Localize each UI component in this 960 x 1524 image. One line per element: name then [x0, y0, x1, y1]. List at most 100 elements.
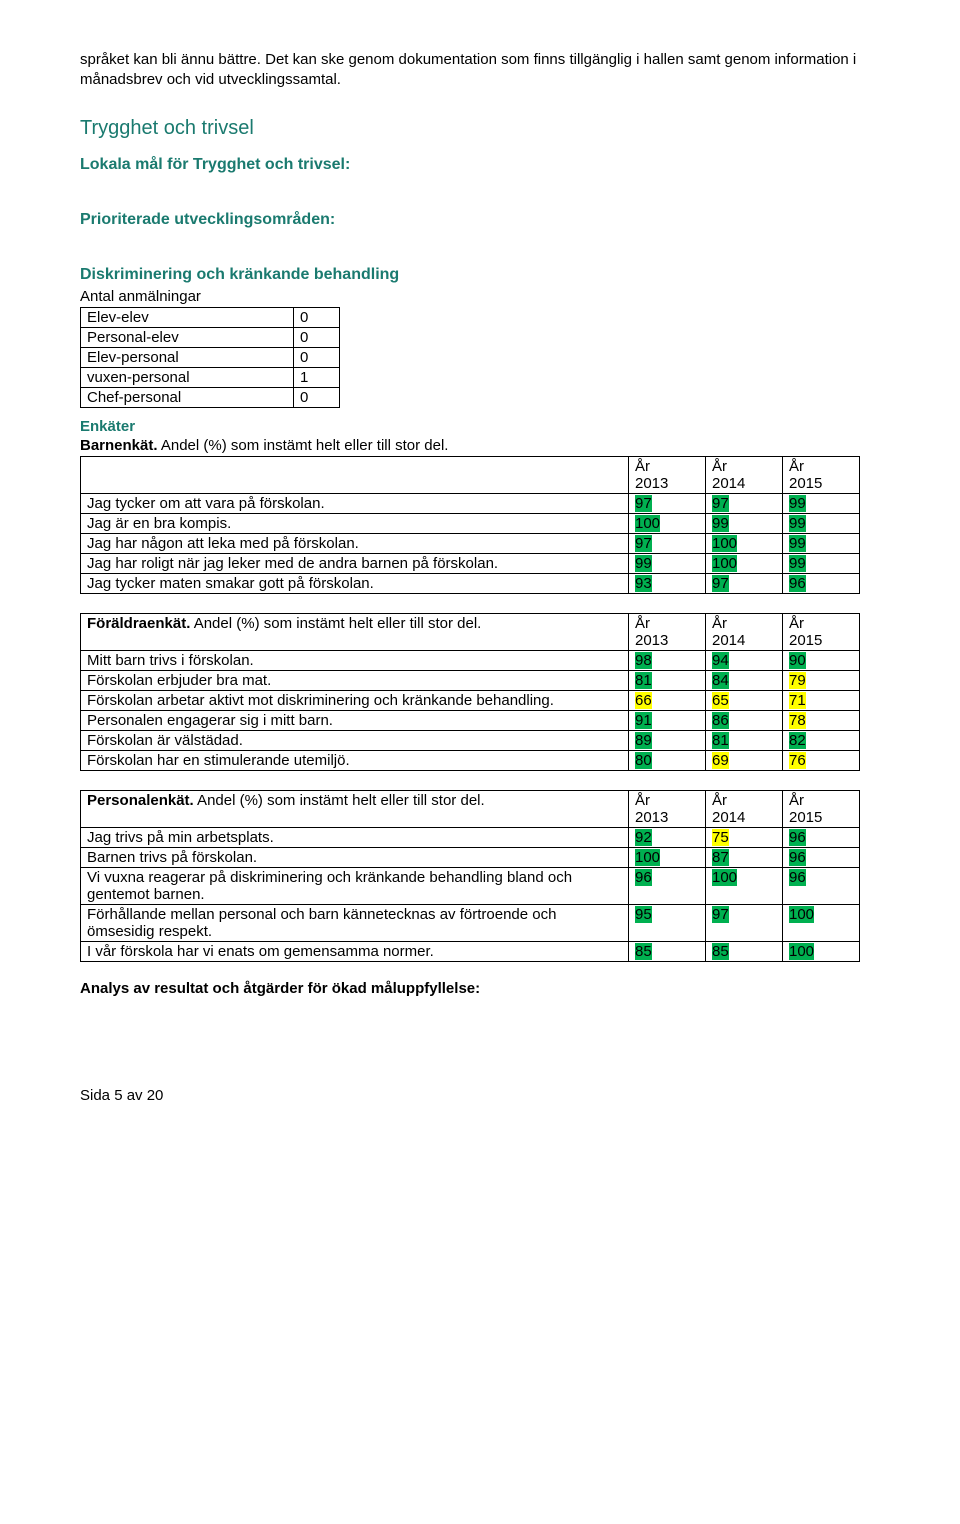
cell-value: 66 — [629, 691, 706, 711]
table-row: Förskolan arbetar aktivt mot diskriminer… — [81, 691, 860, 711]
table-row: Personalen engagerar sig i mitt barn.918… — [81, 711, 860, 731]
cell-value: 84 — [706, 671, 783, 691]
cell-value: 81 — [706, 731, 783, 751]
page-footer: Sida 5 av 20 — [80, 1087, 900, 1104]
cell-label: Elev-personal — [81, 348, 294, 368]
cell-value: 96 — [783, 574, 860, 594]
cell-label: Förskolan erbjuder bra mat. — [81, 671, 629, 691]
cell-value: 69 — [706, 751, 783, 771]
highlighted-value: 98 — [635, 652, 652, 669]
table-header-row: År2013År2014År2015 — [81, 457, 860, 494]
highlighted-value: 90 — [789, 652, 806, 669]
table-row: Barnen trivs på förskolan.1008796 — [81, 848, 860, 868]
subheading-prioriterade: Prioriterade utvecklingsområden: — [80, 211, 900, 229]
cell-value: 96 — [783, 868, 860, 905]
highlighted-value: 100 — [789, 906, 814, 923]
year-header: År2013 — [629, 457, 706, 494]
highlighted-value: 96 — [635, 869, 652, 886]
highlighted-value: 86 — [712, 712, 729, 729]
barnenkat-title-bold: Barnenkät. — [80, 437, 158, 454]
cell-value: 1 — [294, 368, 340, 388]
subheading-lokala-mal: Lokala mål för Trygghet och trivsel: — [80, 156, 900, 174]
cell-label: Jag är en bra kompis. — [81, 514, 629, 534]
cell-value: 100 — [783, 942, 860, 962]
cell-value: 75 — [706, 828, 783, 848]
cell-value: 0 — [294, 348, 340, 368]
cell-value: 86 — [706, 711, 783, 731]
table-row: Förskolan har en stimulerande utemiljö.8… — [81, 751, 860, 771]
highlighted-value: 96 — [789, 869, 806, 886]
highlighted-value: 97 — [635, 495, 652, 512]
highlighted-value: 69 — [712, 752, 729, 769]
cell-label: Vi vuxna reagerar på diskriminering och … — [81, 868, 629, 905]
highlighted-value: 85 — [635, 943, 652, 960]
cell-value: 76 — [783, 751, 860, 771]
cell-value: 90 — [783, 651, 860, 671]
subheading-diskriminering: Diskriminering och kränkande behandling — [80, 266, 900, 284]
highlighted-value: 75 — [712, 829, 729, 846]
cell-value: 99 — [783, 554, 860, 574]
anmalningar-table: Elev-elev0Personal-elev0Elev-personal0vu… — [80, 307, 340, 408]
cell-value: 96 — [783, 828, 860, 848]
table-row: Elev-elev0 — [81, 308, 340, 328]
highlighted-value: 96 — [789, 829, 806, 846]
analys-heading: Analys av resultat och åtgärder för ökad… — [80, 980, 900, 997]
highlighted-value: 92 — [635, 829, 652, 846]
cell-value: 89 — [629, 731, 706, 751]
cell-value: 99 — [783, 494, 860, 514]
cell-label: vuxen-personal — [81, 368, 294, 388]
highlighted-value: 89 — [635, 732, 652, 749]
year-header: År2013 — [629, 614, 706, 651]
cell-label: Chef-personal — [81, 388, 294, 408]
highlighted-value: 81 — [635, 672, 652, 689]
year-header: År2013 — [629, 791, 706, 828]
cell-value: 85 — [706, 942, 783, 962]
highlighted-value: 99 — [789, 495, 806, 512]
table-row: Jag tycker maten smakar gott på förskola… — [81, 574, 860, 594]
highlighted-value: 85 — [712, 943, 729, 960]
table-row: vuxen-personal1 — [81, 368, 340, 388]
cell-value: 96 — [629, 868, 706, 905]
personalenkat-table: Personalenkät. Andel (%) som instämt hel… — [80, 790, 860, 962]
year-header: År2015 — [783, 457, 860, 494]
year-header: År2015 — [783, 791, 860, 828]
cell-value: 94 — [706, 651, 783, 671]
cell-label: Förskolan är välstädad. — [81, 731, 629, 751]
highlighted-value: 99 — [789, 555, 806, 572]
cell-value: 99 — [706, 514, 783, 534]
intro-paragraph: språket kan bli ännu bättre. Det kan ske… — [80, 50, 900, 89]
table-header-row: Föräldraenkät. Andel (%) som instämt hel… — [81, 614, 860, 651]
foraldraenkat-title-bold: Föräldraenkät. — [87, 615, 190, 632]
row-label-header: Föräldraenkät. Andel (%) som instämt hel… — [81, 614, 629, 651]
highlighted-value: 76 — [789, 752, 806, 769]
cell-value: 97 — [629, 494, 706, 514]
highlighted-value: 100 — [712, 535, 737, 552]
table-header-row: Personalenkät. Andel (%) som instämt hel… — [81, 791, 860, 828]
table-row: Elev-personal0 — [81, 348, 340, 368]
cell-value: 97 — [706, 494, 783, 514]
cell-value: 95 — [629, 905, 706, 942]
year-header: År2014 — [706, 457, 783, 494]
table-row: Jag tycker om att vara på förskolan.9797… — [81, 494, 860, 514]
cell-value: 100 — [706, 554, 783, 574]
cell-value: 78 — [783, 711, 860, 731]
table-row: Förhållande mellan personal och barn kän… — [81, 905, 860, 942]
cell-value: 0 — [294, 388, 340, 408]
highlighted-value: 66 — [635, 692, 652, 709]
highlighted-value: 97 — [712, 575, 729, 592]
highlighted-value: 100 — [635, 515, 660, 532]
highlighted-value: 95 — [635, 906, 652, 923]
row-label-header: Personalenkät. Andel (%) som instämt hel… — [81, 791, 629, 828]
cell-label: I vår förskola har vi enats om gemensamm… — [81, 942, 629, 962]
highlighted-value: 96 — [789, 575, 806, 592]
subheading-enkater: Enkäter — [80, 418, 900, 435]
highlighted-value: 100 — [789, 943, 814, 960]
table-row: Chef-personal0 — [81, 388, 340, 408]
highlighted-value: 84 — [712, 672, 729, 689]
cell-label: Personalen engagerar sig i mitt barn. — [81, 711, 629, 731]
cell-value: 100 — [783, 905, 860, 942]
highlighted-value: 87 — [712, 849, 729, 866]
cell-value: 97 — [706, 574, 783, 594]
highlighted-value: 96 — [789, 849, 806, 866]
highlighted-value: 80 — [635, 752, 652, 769]
